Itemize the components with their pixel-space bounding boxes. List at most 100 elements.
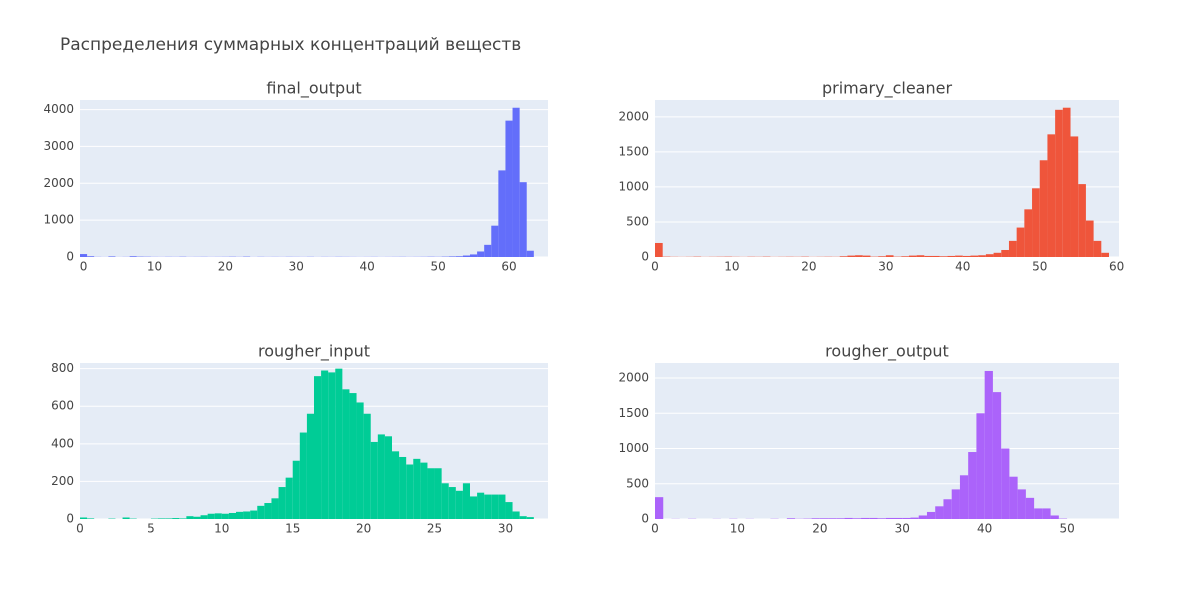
bar [786, 518, 796, 519]
bar [363, 413, 371, 519]
bar [420, 462, 428, 519]
bar [349, 393, 357, 519]
bar [80, 254, 88, 257]
x-tick-label: 10 [724, 260, 739, 274]
bar [321, 370, 329, 519]
x-tick-label: 20 [356, 522, 371, 536]
bar [861, 517, 870, 519]
bar [299, 432, 307, 519]
bar [939, 256, 948, 257]
bar [1070, 136, 1079, 257]
bar [655, 497, 664, 519]
y-tick-label: 2000 [618, 371, 649, 385]
x-tick-label: 20 [801, 260, 816, 274]
bar [526, 517, 534, 519]
bar [477, 251, 485, 257]
x-tick-label: 10 [147, 260, 162, 274]
bar [462, 255, 470, 257]
x-tick-label: 30 [895, 522, 910, 536]
bar [1024, 209, 1033, 257]
bar [1042, 508, 1051, 519]
bar [207, 513, 215, 519]
bar [992, 392, 1002, 519]
bar [328, 372, 336, 519]
bar [87, 256, 95, 257]
x-tick-label: 25 [427, 522, 442, 536]
x-tick-label: 0 [76, 522, 84, 536]
bar [1055, 109, 1063, 257]
bar [306, 413, 314, 519]
bar [955, 255, 963, 257]
bar [335, 368, 343, 519]
bar [932, 255, 940, 257]
x-tick-label: 10 [730, 522, 745, 536]
bar [377, 434, 385, 519]
bar [292, 460, 300, 519]
bar [314, 376, 322, 519]
bar [470, 496, 478, 519]
bar [264, 503, 272, 519]
bar [80, 517, 88, 519]
x-tick-label: 60 [501, 260, 516, 274]
bar [285, 477, 293, 519]
x-tick-label: 0 [651, 522, 659, 536]
bar [250, 510, 258, 519]
bar [399, 456, 407, 519]
bar [839, 256, 848, 257]
bar [1001, 249, 1009, 257]
bar [448, 256, 456, 257]
bar [392, 451, 400, 519]
bar [427, 468, 435, 519]
bar [877, 518, 886, 519]
bar [926, 511, 936, 519]
bar [1047, 134, 1056, 257]
bar [916, 255, 925, 257]
x-tick-label: 60 [1109, 260, 1124, 274]
subplot-title: rougher_input [258, 342, 370, 362]
y-tick-label: 500 [626, 476, 649, 490]
y-tick-label: 400 [51, 436, 74, 450]
bar [1034, 508, 1043, 519]
bar [512, 107, 520, 257]
bar [918, 515, 927, 519]
bar [406, 464, 414, 519]
bar [885, 517, 895, 519]
bar [935, 506, 944, 519]
bar [1093, 240, 1102, 257]
bar [505, 502, 513, 519]
plot-area [655, 363, 1119, 519]
bar [984, 370, 993, 519]
bar [165, 518, 173, 519]
bar [505, 120, 513, 258]
x-tick-label: 20 [812, 522, 827, 536]
bar [200, 515, 208, 519]
subplot-title: primary_cleaner [822, 79, 952, 99]
bar [491, 225, 499, 257]
bar [129, 256, 137, 257]
bar [908, 255, 917, 257]
x-tick-label: 50 [1059, 522, 1074, 536]
subplot-title: rougher_output [825, 342, 949, 362]
bar [962, 255, 971, 257]
bar [462, 483, 470, 519]
bar [448, 487, 456, 519]
bar [970, 255, 979, 257]
bar [878, 256, 886, 257]
bar [924, 255, 933, 257]
bar [902, 517, 911, 519]
bar [434, 468, 442, 519]
x-tick-label: 50 [1032, 260, 1047, 274]
x-tick-label: 5 [147, 522, 155, 536]
bar [1025, 497, 1035, 519]
bar [214, 513, 222, 519]
bar [655, 242, 663, 257]
bar [1078, 184, 1086, 257]
bar [811, 518, 820, 519]
x-tick-label: 30 [878, 260, 893, 274]
bar [455, 256, 463, 257]
bar [526, 250, 534, 257]
bar [179, 518, 187, 519]
bar [978, 255, 986, 257]
x-tick-label: 0 [651, 260, 659, 274]
